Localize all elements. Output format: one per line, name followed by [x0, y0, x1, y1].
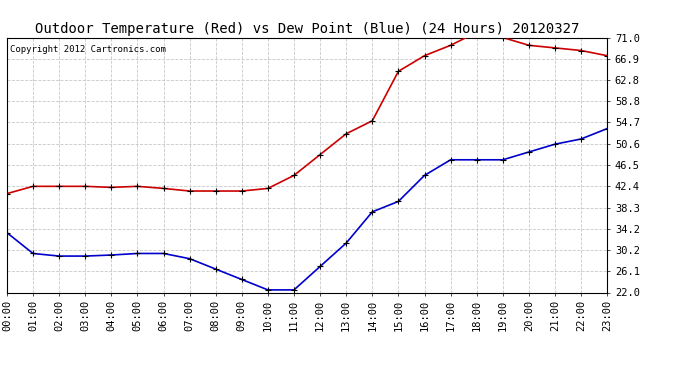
Title: Outdoor Temperature (Red) vs Dew Point (Blue) (24 Hours) 20120327: Outdoor Temperature (Red) vs Dew Point (… — [35, 22, 579, 36]
Text: Copyright 2012 Cartronics.com: Copyright 2012 Cartronics.com — [10, 45, 166, 54]
